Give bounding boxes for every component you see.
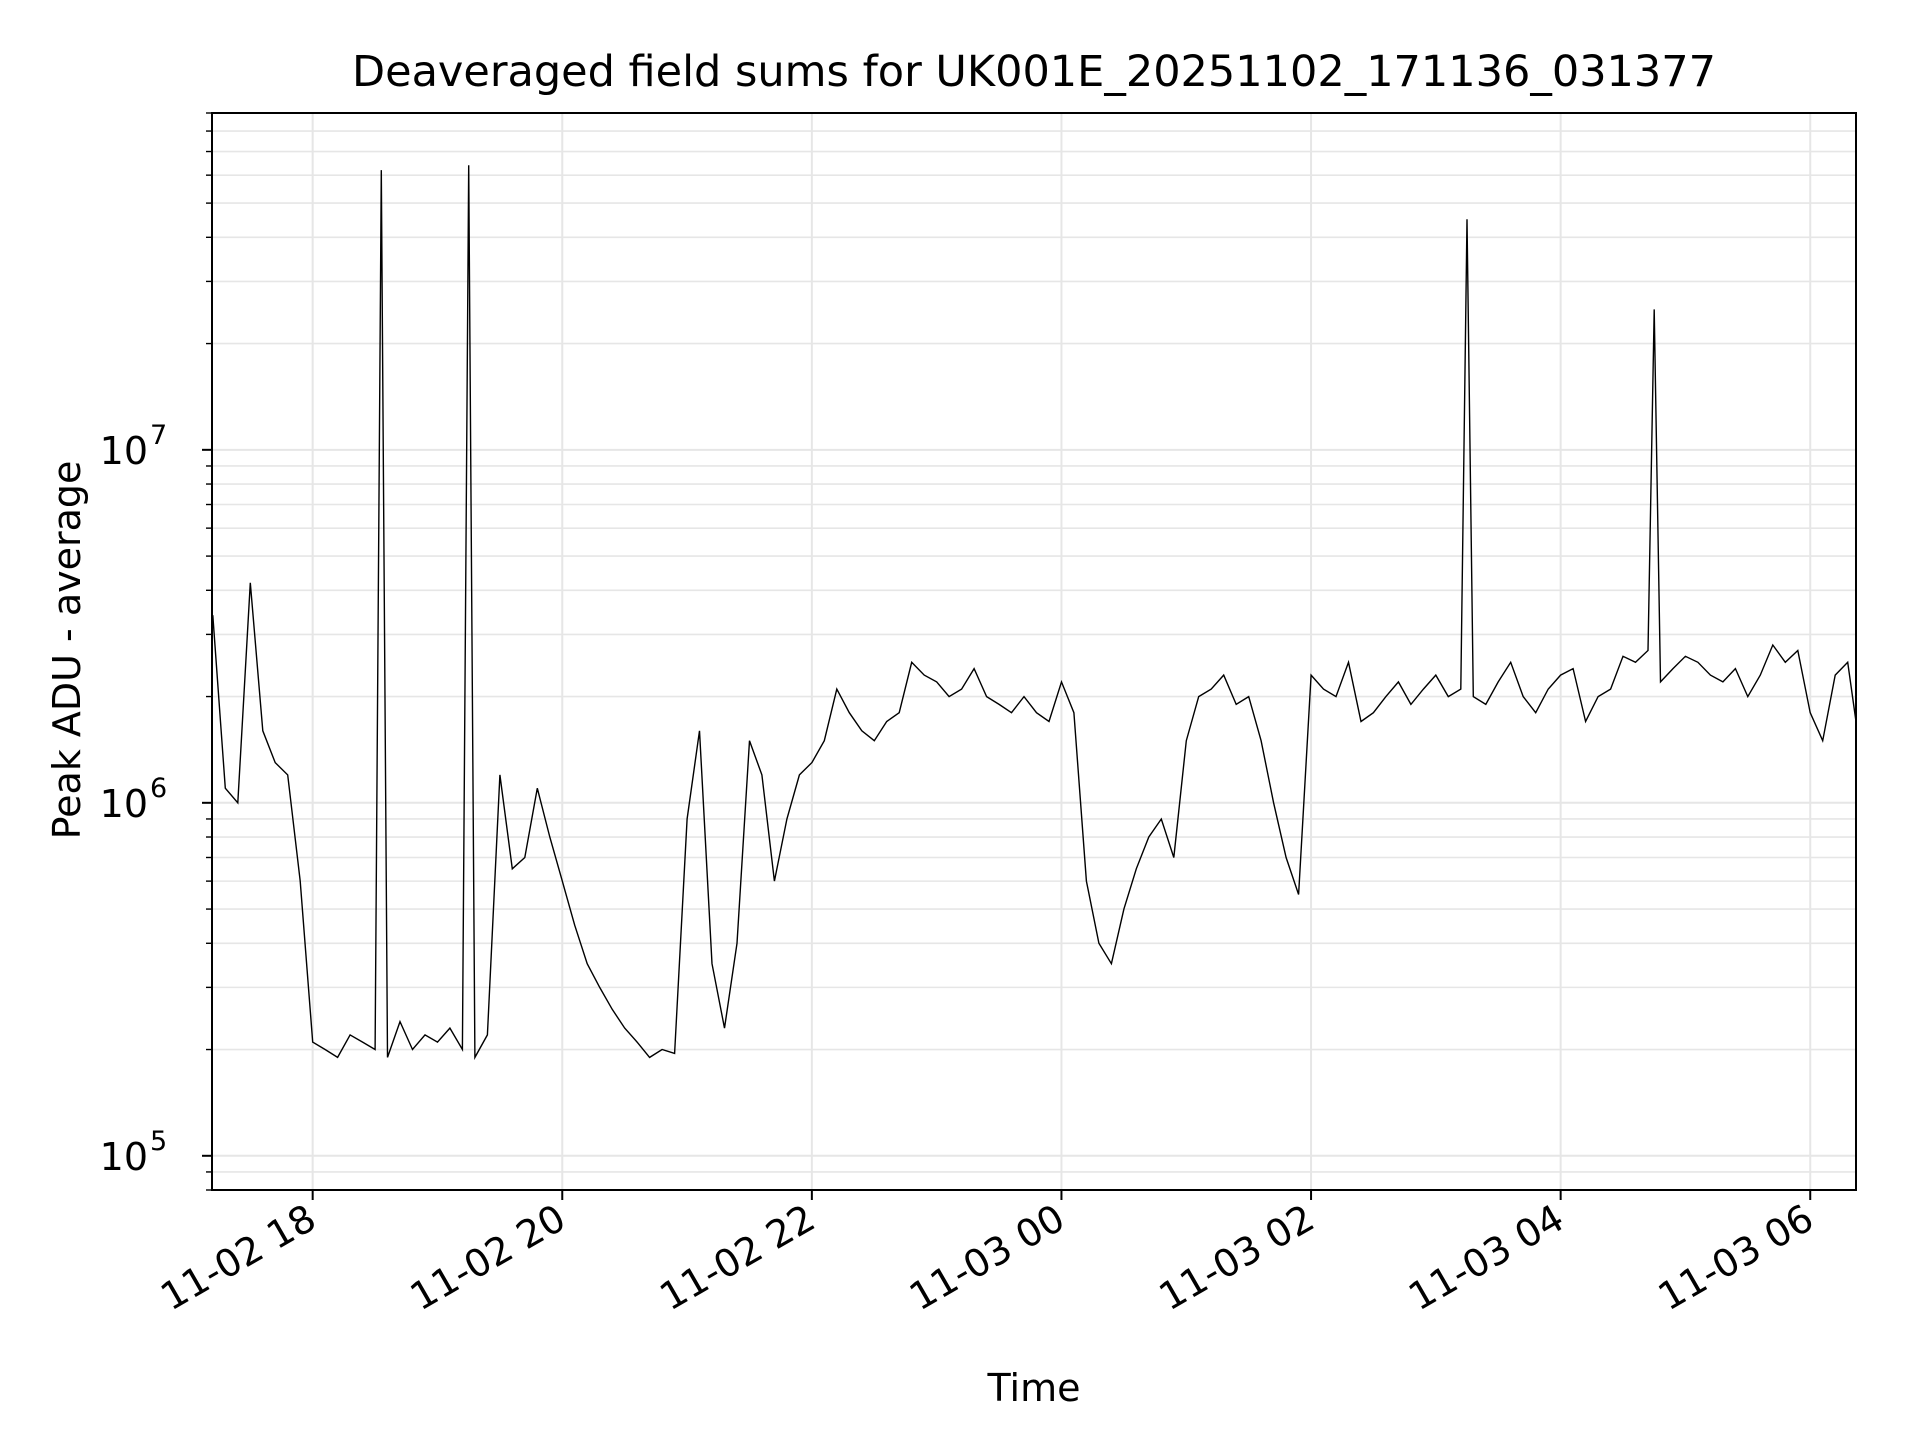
y-tick-exponent: 5: [150, 1126, 167, 1157]
series-layer: [212, 165, 1857, 1061]
grid-lines: [212, 112, 1856, 1191]
x-tick-label: 11-03 02: [1152, 1196, 1322, 1320]
x-tick-label: 11-03 06: [1651, 1196, 1821, 1320]
x-tick-label: 11-02 20: [403, 1196, 573, 1320]
x-tick-label: 11-03 00: [902, 1196, 1072, 1320]
y-tick-label: 10: [100, 429, 148, 473]
plot-frame: [211, 112, 1857, 1191]
x-tick-label: 11-02 18: [153, 1196, 323, 1320]
x-axis-label: Time: [987, 1366, 1081, 1410]
x-tick-label: 11-03 04: [1401, 1196, 1571, 1320]
x-axis: 11-02 18 11-02 20 11-02 22 11-03 00 11-03 02…: [153, 1190, 1821, 1319]
chart-title: Deaveraged field sums for UK001E_2025110…: [352, 47, 1716, 97]
y-tick-label: 10: [100, 1135, 148, 1179]
x-tick-label: 11-02 22: [652, 1196, 822, 1320]
y-tick-exponent: 7: [150, 420, 167, 451]
series-line: [212, 165, 1857, 1061]
y-tick-exponent: 6: [150, 773, 167, 804]
y-axis-label: Peak ADU - average: [45, 461, 89, 840]
y-tick-label: 10: [100, 782, 148, 826]
